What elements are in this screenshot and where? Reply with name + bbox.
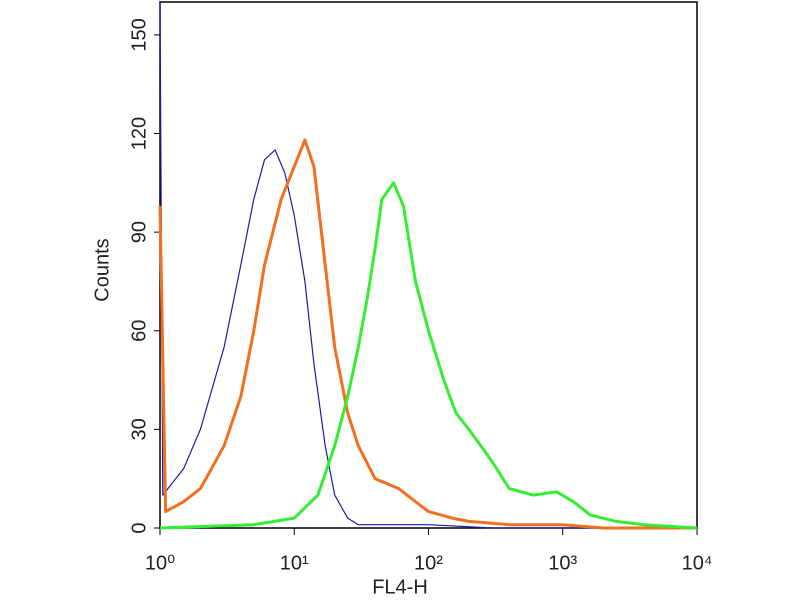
y-tick-label: 60 [128,320,150,342]
x-axis-label: FL4-H [372,576,428,598]
y-tick-label: 0 [128,522,150,533]
x-tick-label: 10⁰ [145,552,175,574]
x-tick-label: 10⁴ [682,552,713,574]
x-tick-label: 10³ [548,552,577,574]
histogram-line [158,138,697,530]
histogram-line [159,181,698,530]
x-tick-label: 10¹ [280,552,309,574]
x-tick-label: 10² [414,552,443,574]
y-tick-label: 150 [128,18,150,51]
y-axis-label: Counts [91,238,113,301]
y-tick-label: 120 [128,117,150,150]
y-tick-label: 30 [128,418,150,440]
histogram-line [159,1,697,529]
y-tick-label: 90 [128,221,150,243]
